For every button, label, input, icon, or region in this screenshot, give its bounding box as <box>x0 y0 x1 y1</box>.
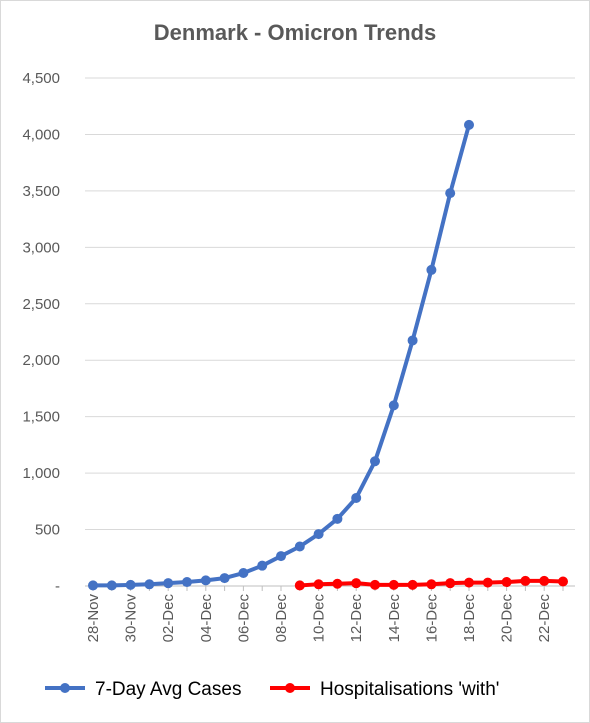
x-tick-label: 06-Dec <box>235 594 252 643</box>
data-point <box>539 575 550 586</box>
data-point <box>426 579 437 590</box>
data-point <box>426 264 437 275</box>
data-point <box>88 580 98 591</box>
data-point <box>106 580 117 591</box>
y-tick-label: - <box>55 578 60 595</box>
y-tick-label: 3,000 <box>22 239 60 256</box>
y-tick-label: 500 <box>35 522 60 539</box>
legend-label: Hospitalisations 'with' <box>320 679 499 700</box>
data-point <box>445 188 456 199</box>
x-tick-label: 14-Dec <box>386 594 403 643</box>
data-point <box>407 579 418 590</box>
data-point <box>163 578 174 589</box>
legend-label: 7-Day Avg Cases <box>95 679 241 700</box>
y-tick-label: 3,500 <box>22 183 60 200</box>
data-point <box>370 579 380 590</box>
x-tick-label: 30-Nov <box>123 594 140 643</box>
data-point <box>182 577 192 588</box>
data-point <box>351 492 362 503</box>
data-point <box>257 560 268 571</box>
data-point <box>388 579 399 590</box>
data-point <box>351 578 362 589</box>
y-axis-ticks: - 500 1,000 1,500 2,000 2,500 3,000 3,500 4,000 4… <box>22 70 60 595</box>
data-point <box>276 551 286 562</box>
x-tick-label: 12-Dec <box>348 594 365 643</box>
data-point <box>200 575 211 586</box>
data-point <box>332 513 343 524</box>
chart-title: Denmark - Omicron Trends <box>153 20 437 45</box>
y-tick-label: 2,000 <box>22 352 60 369</box>
x-tick-label: 18-Dec <box>461 594 478 643</box>
y-tick-label: 4,500 <box>22 70 60 87</box>
data-point <box>464 119 474 130</box>
y-tick-label: 1,000 <box>22 465 60 482</box>
legend-swatch-marker <box>60 683 70 693</box>
x-tick-label: 16-Dec <box>423 594 440 643</box>
data-point <box>313 529 324 540</box>
x-tick-label: 22-Dec <box>536 594 553 643</box>
data-point <box>464 577 474 588</box>
x-axis: 28-Nov 30-Nov 02-Dec 04-Dec 06-Dec 08-Dec 10-D… <box>85 585 575 643</box>
legend-swatch-marker <box>285 683 295 693</box>
data-point <box>219 573 230 584</box>
data-point <box>125 579 136 590</box>
data-point <box>313 579 324 590</box>
series-line-1 <box>91 122 471 588</box>
data-point <box>294 541 305 552</box>
gridlines <box>85 77 575 587</box>
x-tick-label: 02-Dec <box>160 594 177 643</box>
x-tick-label: 20-Dec <box>499 594 516 643</box>
data-point <box>332 578 343 589</box>
y-tick-label: 2,500 <box>22 296 60 313</box>
series-layer <box>88 119 568 591</box>
data-point <box>388 400 399 411</box>
x-tick-label: 08-Dec <box>273 594 290 643</box>
y-tick-label: 4,000 <box>22 126 60 143</box>
x-tick-label: 04-Dec <box>198 594 215 643</box>
data-point <box>370 456 380 467</box>
x-tick-label: 10-Dec <box>311 594 328 643</box>
x-tick-label: 28-Nov <box>85 594 102 643</box>
data-point <box>238 568 249 579</box>
data-point <box>407 335 418 346</box>
data-point <box>144 579 155 590</box>
y-tick-label: 1,500 <box>22 409 60 426</box>
data-point <box>520 575 531 586</box>
data-point <box>482 577 493 588</box>
data-point <box>445 578 456 589</box>
data-point <box>501 577 512 588</box>
data-point <box>558 576 568 587</box>
data-point <box>294 580 305 591</box>
legend: 7-Day Avg Cases Hospitalisations 'with' <box>45 679 499 700</box>
